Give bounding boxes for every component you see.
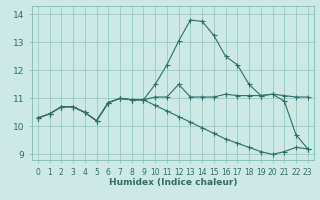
- X-axis label: Humidex (Indice chaleur): Humidex (Indice chaleur): [108, 178, 237, 187]
